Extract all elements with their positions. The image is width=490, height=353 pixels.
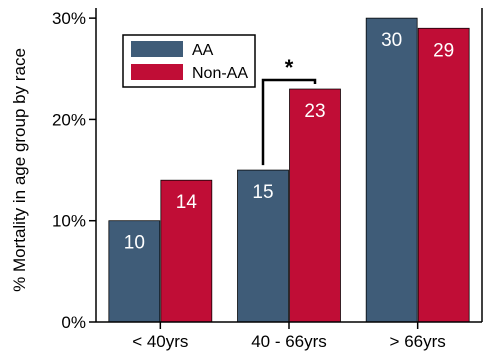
x-tick-label: 40 - 66yrs [251, 332, 327, 351]
y-axis-ticks: 0% 10% 20% 30% [52, 9, 96, 332]
x-tick-label: > 66yrs [390, 332, 446, 351]
y-tick-label: 30% [52, 9, 86, 28]
bar-non-aa-40-66yrs [289, 88, 341, 323]
y-tick-label: 0% [61, 313, 86, 332]
y-tick-label: 10% [52, 212, 86, 231]
bar-aa-66yrs [365, 17, 418, 323]
bars: 10 14 15 23 30 29 [108, 17, 470, 323]
legend-swatch-non-aa [131, 64, 183, 80]
bar-non-aa-66yrs [417, 27, 470, 323]
legend-label-aa: AA [192, 42, 214, 59]
significance-annotation: * [261, 55, 317, 166]
bar-value-label: 29 [433, 40, 454, 61]
bar-non-aa-40yrs [160, 179, 213, 323]
legend: AA Non-AA [122, 34, 256, 88]
x-axis-ticks: < 40yrs 40 - 66yrs > 66yrs [132, 322, 446, 351]
bar-value-label: 23 [304, 101, 325, 122]
legend-swatch-aa [131, 41, 183, 57]
y-axis-label: % Mortality in age group by race [10, 48, 29, 292]
x-tick-label: < 40yrs [132, 332, 188, 351]
significance-star: * [285, 55, 294, 80]
bar-value-label: 30 [381, 30, 402, 51]
bar-aa-40yrs [108, 220, 161, 323]
bar-aa-40-66yrs [237, 169, 289, 323]
bar-value-label: 10 [124, 233, 145, 254]
bar-value-label: 14 [176, 192, 198, 213]
y-tick-label: 20% [52, 110, 86, 129]
significance-bracket [261, 78, 317, 166]
bar-value-label: 15 [252, 182, 273, 203]
legend-label-non-aa: Non-AA [192, 65, 248, 82]
